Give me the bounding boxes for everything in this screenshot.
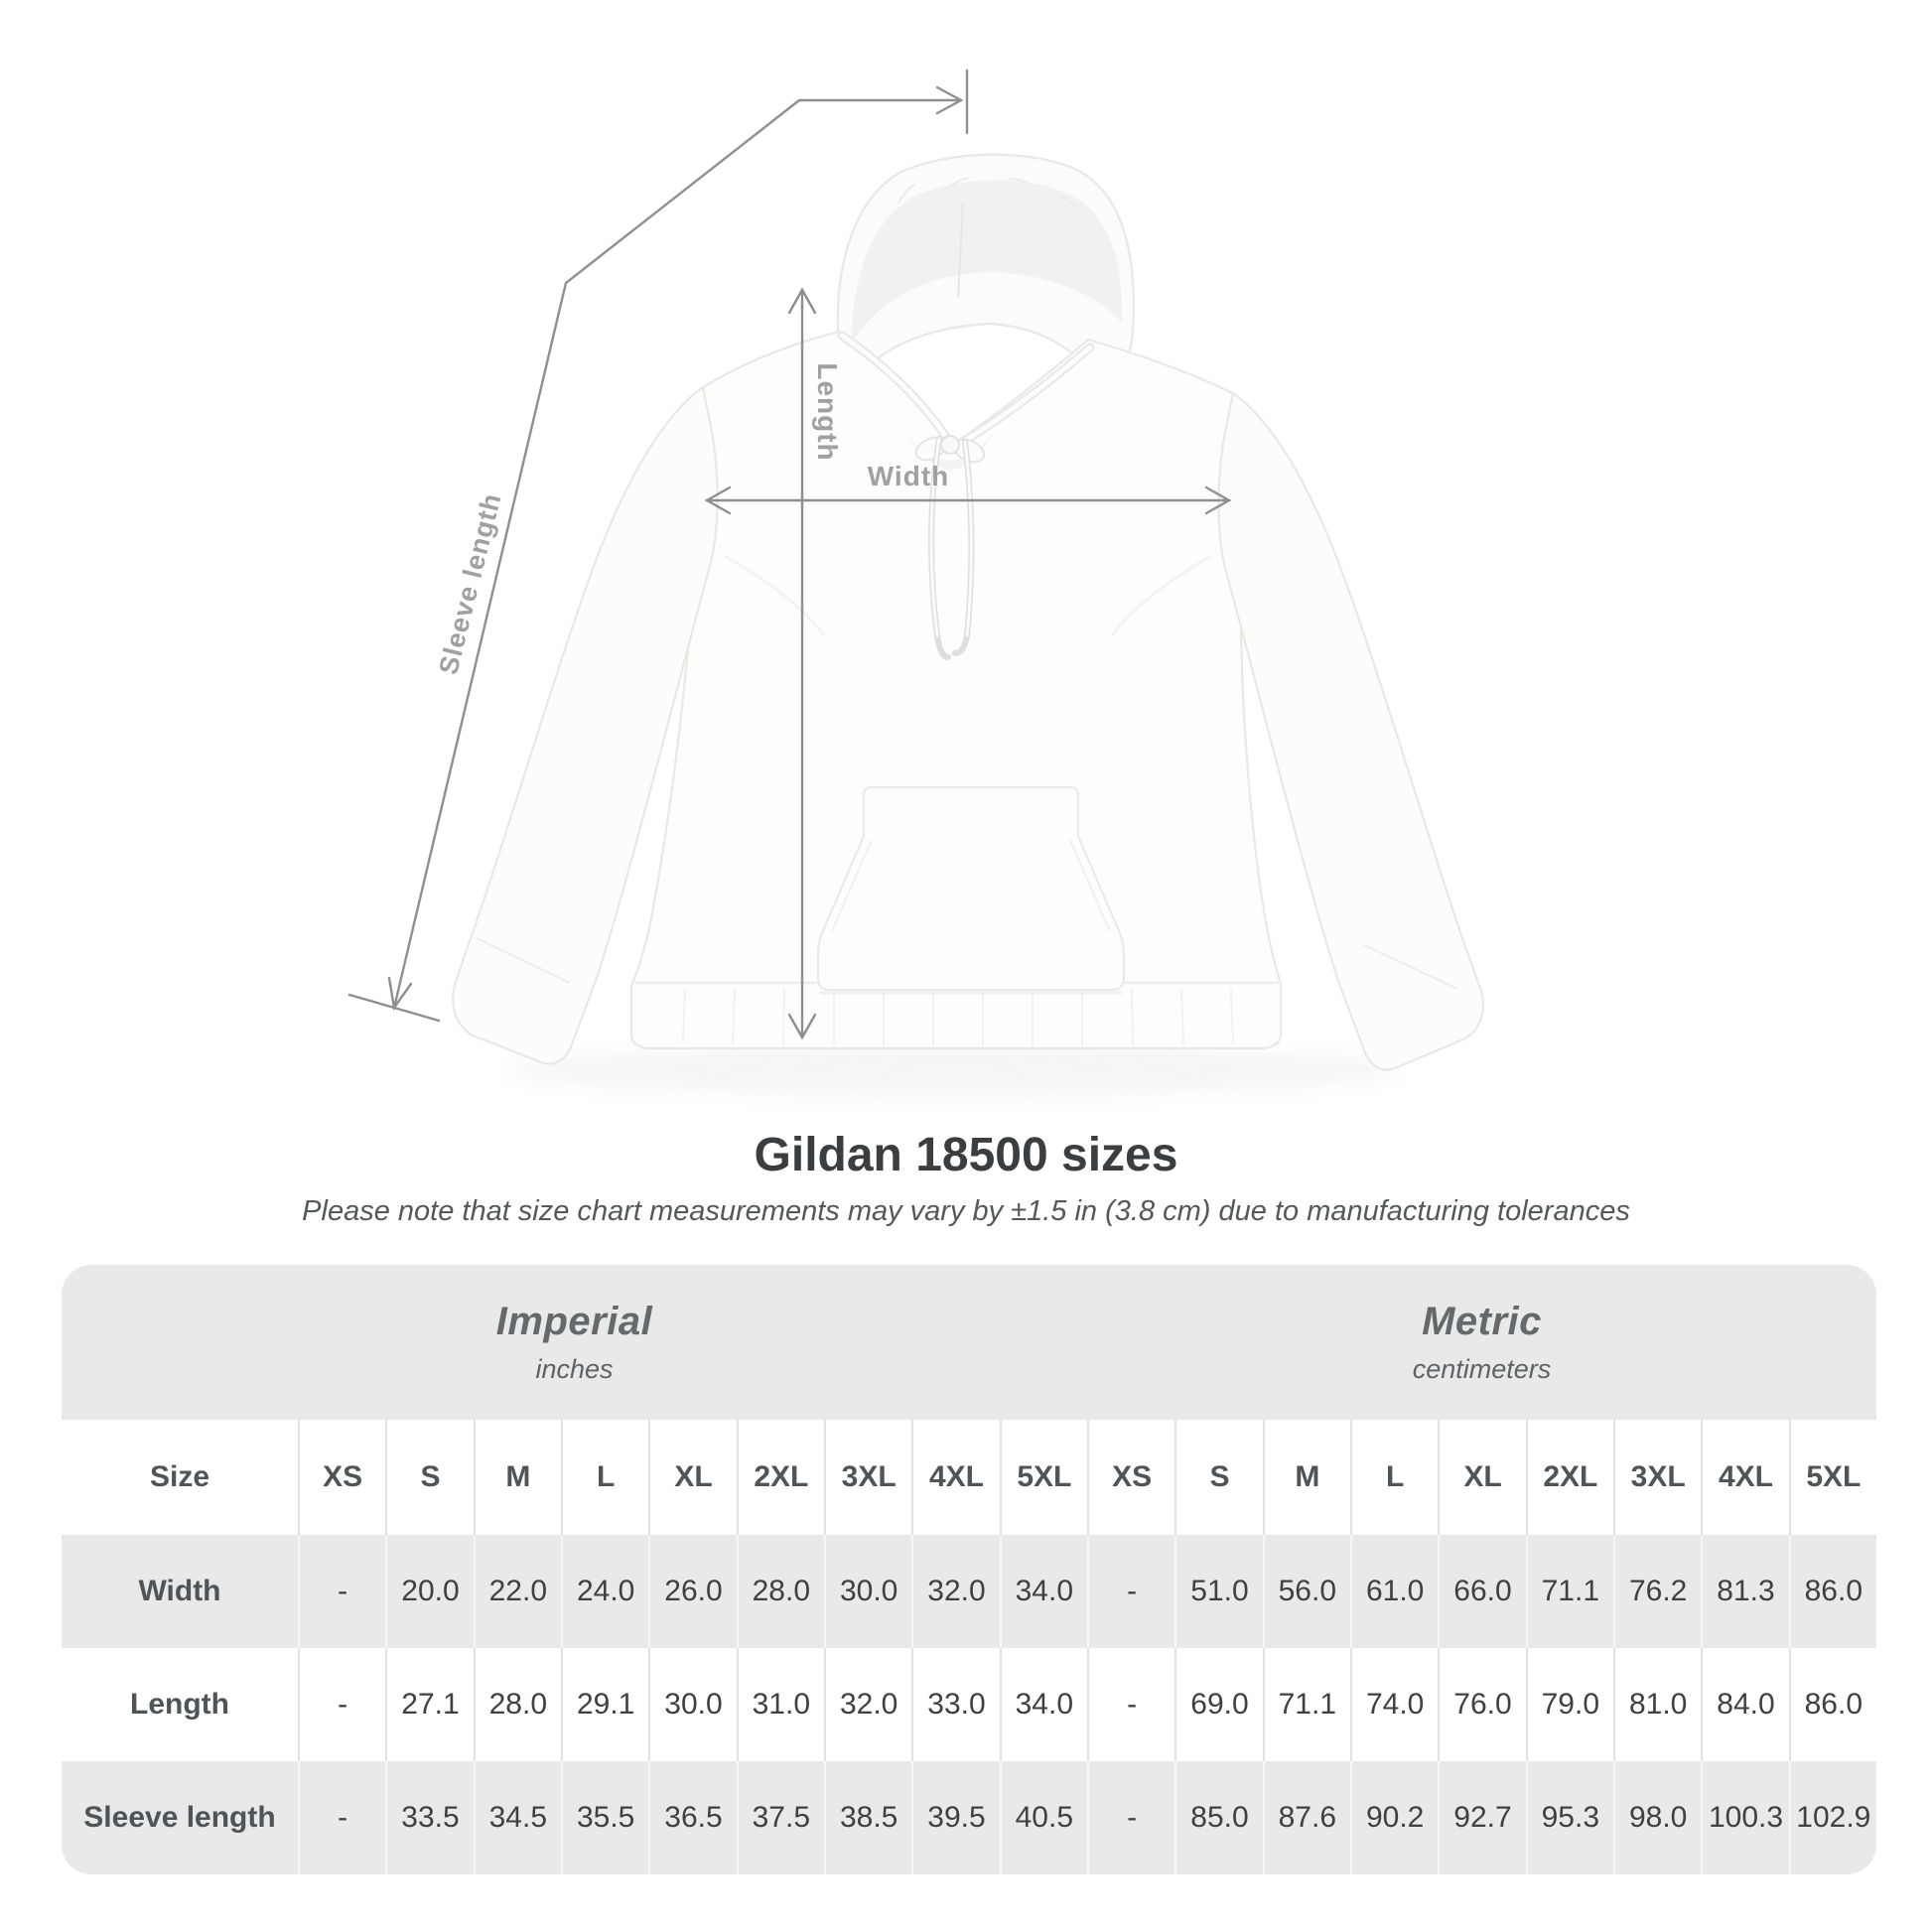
column-header-imperial-s: S <box>385 1420 474 1535</box>
sleeve-length-arrow-line <box>392 98 963 1010</box>
value-cell: 71.1 <box>1262 1648 1350 1761</box>
column-header-metric-3xl: 3XL <box>1613 1420 1702 1535</box>
value-cell: 74.0 <box>1350 1648 1439 1761</box>
value-cell: 22.0 <box>473 1535 561 1648</box>
sleeves <box>452 385 1484 1071</box>
value-cell: 30.0 <box>824 1535 912 1648</box>
value-cell: 90.2 <box>1350 1761 1439 1874</box>
column-header-metric-2xl: 2XL <box>1525 1420 1613 1535</box>
width-diagram-label: Width <box>867 461 950 491</box>
value-cell: 27.1 <box>385 1648 474 1761</box>
column-header-metric-m: M <box>1262 1420 1350 1535</box>
value-cell: - <box>298 1535 386 1648</box>
group-header-imperial: Imperial inches <box>62 1265 1087 1420</box>
value-cell: 26.0 <box>648 1535 737 1648</box>
value-cell: 61.0 <box>1350 1535 1439 1648</box>
value-cell: - <box>1087 1535 1175 1648</box>
value-cell: 35.5 <box>561 1761 649 1874</box>
value-cell: 39.5 <box>911 1761 1000 1874</box>
value-cell: 85.0 <box>1174 1761 1263 1874</box>
value-cell: 84.0 <box>1701 1648 1789 1761</box>
drawstrings <box>914 435 986 660</box>
value-cell: 34.0 <box>999 1535 1087 1648</box>
column-header-metric-s: S <box>1174 1420 1263 1535</box>
column-header-imperial-l: L <box>561 1420 649 1535</box>
measurement-arrows <box>347 69 1232 1040</box>
size-table: Imperial inches Metric centimeters Size … <box>62 1265 1876 1874</box>
value-cell: 69.0 <box>1174 1648 1263 1761</box>
hoodie-measurement-diagram <box>347 69 1484 1096</box>
value-cell: 33.5 <box>385 1761 474 1874</box>
value-cell: 86.0 <box>1788 1535 1876 1648</box>
row-label-length: Length <box>62 1648 298 1761</box>
value-cell: - <box>298 1648 386 1761</box>
hood-rims <box>837 331 1095 450</box>
value-cell: 36.5 <box>648 1761 737 1874</box>
value-cell: 66.0 <box>1438 1535 1526 1648</box>
group-unit-metric: centimeters <box>1412 1354 1552 1384</box>
value-cell: 34.0 <box>999 1648 1087 1761</box>
value-cell: 32.0 <box>911 1535 1000 1648</box>
column-header-metric-5xl: 5XL <box>1788 1420 1876 1535</box>
column-header-metric-xl: XL <box>1438 1420 1526 1535</box>
column-header-metric-4xl: 4XL <box>1701 1420 1789 1535</box>
column-header-imperial-3xl: 3XL <box>824 1420 912 1535</box>
value-cell: - <box>298 1761 386 1874</box>
page-title: Gildan 18500 sizes <box>754 1129 1178 1181</box>
value-cell: 95.3 <box>1525 1761 1613 1874</box>
hoodie-body <box>629 330 1283 1050</box>
value-cell: 34.5 <box>473 1761 561 1874</box>
value-cell: 28.0 <box>473 1648 561 1761</box>
value-cell: 31.0 <box>736 1648 824 1761</box>
column-header-imperial-m: M <box>473 1420 561 1535</box>
size-column-header: Size <box>62 1420 298 1535</box>
value-cell: 51.0 <box>1174 1535 1263 1648</box>
value-cell: 98.0 <box>1613 1761 1702 1874</box>
value-cell: 38.5 <box>824 1761 912 1874</box>
value-cell: 81.0 <box>1613 1648 1702 1761</box>
value-cell: 87.6 <box>1262 1761 1350 1874</box>
value-cell: 32.0 <box>824 1648 912 1761</box>
column-header-imperial-xl: XL <box>648 1420 737 1535</box>
value-cell: 86.0 <box>1788 1648 1876 1761</box>
kangaroo-pocket <box>816 785 1126 995</box>
value-cell: 24.0 <box>561 1535 649 1648</box>
value-cell: 37.5 <box>736 1761 824 1874</box>
group-header-metric: Metric centimeters <box>1087 1265 1876 1420</box>
value-cell: 33.0 <box>911 1648 1000 1761</box>
value-cell: 40.5 <box>999 1761 1087 1874</box>
value-cell: 20.0 <box>385 1535 474 1648</box>
group-label-metric: Metric <box>1422 1300 1542 1343</box>
value-cell: 29.1 <box>561 1648 649 1761</box>
value-cell: - <box>1087 1648 1175 1761</box>
hoodie-shadow <box>506 1044 1400 1096</box>
value-cell: 56.0 <box>1262 1535 1350 1648</box>
hood <box>836 153 1136 395</box>
column-header-imperial-4xl: 4XL <box>911 1420 1000 1535</box>
value-cell: 79.0 <box>1525 1648 1613 1761</box>
value-cell: 30.0 <box>648 1648 737 1761</box>
column-header-imperial-5xl: 5XL <box>999 1420 1087 1535</box>
group-label-imperial: Imperial <box>495 1300 653 1343</box>
column-header-imperial-2xl: 2XL <box>736 1420 824 1535</box>
row-label-width: Width <box>62 1535 298 1648</box>
value-cell: 81.3 <box>1701 1535 1789 1648</box>
tolerance-note: Please note that size chart measurements… <box>302 1195 1630 1227</box>
row-label-sleeve-length: Sleeve length <box>62 1761 298 1874</box>
column-header-metric-l: L <box>1350 1420 1439 1535</box>
value-cell: 76.2 <box>1613 1535 1702 1648</box>
value-cell: 102.9 <box>1788 1761 1876 1874</box>
column-header-imperial-xs: XS <box>298 1420 386 1535</box>
group-unit-imperial: inches <box>535 1354 614 1384</box>
value-cell: 71.1 <box>1525 1535 1613 1648</box>
value-cell: 76.0 <box>1438 1648 1526 1761</box>
value-cell: 92.7 <box>1438 1761 1526 1874</box>
column-header-metric-xs: XS <box>1087 1420 1175 1535</box>
length-diagram-label: Length <box>812 362 843 462</box>
sleeve-length-cuff-tick <box>347 993 441 1023</box>
value-cell: 28.0 <box>736 1535 824 1648</box>
value-cell: 100.3 <box>1701 1761 1789 1874</box>
value-cell: - <box>1087 1761 1175 1874</box>
